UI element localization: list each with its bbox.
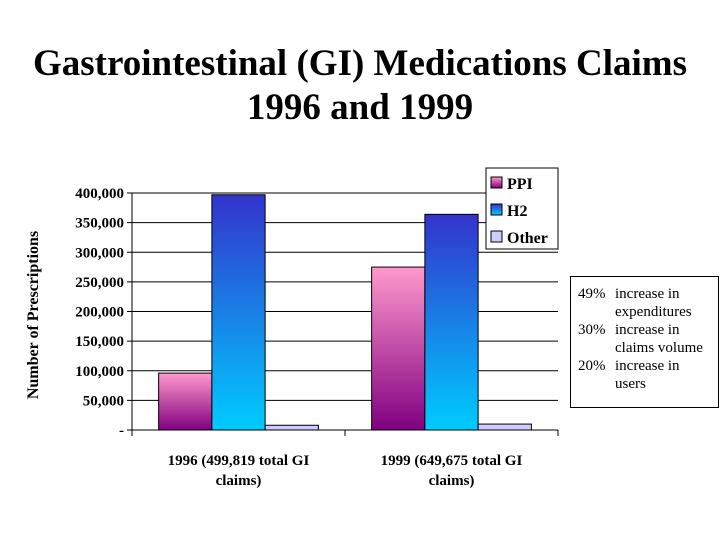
legend-label: Other xyxy=(507,230,548,247)
note-percent: 30% xyxy=(578,322,606,338)
x-category-label: claims) xyxy=(429,473,475,489)
note-text: users xyxy=(615,376,646,392)
note-percent: 20% xyxy=(578,358,606,374)
note-text: expenditures xyxy=(615,304,692,320)
note-text: increase in xyxy=(615,358,680,374)
summary-note-box: 49% increase in expenditures 30% increase… xyxy=(570,276,719,408)
y-tick-label: 200,000 xyxy=(75,305,124,321)
legend-label: H2 xyxy=(507,203,527,220)
title-line-2: 1996 and 1999 xyxy=(246,87,474,128)
note-row: 49% increase in expenditures xyxy=(578,285,718,321)
legend: PPI H2 Other xyxy=(485,167,559,250)
chart-title: Gastrointestinal (GI) Medications Claims… xyxy=(0,42,720,130)
x-category-label: 1999 (649,675 total GI xyxy=(381,453,523,469)
y-tick-label: 300,000 xyxy=(75,245,124,261)
bar-ppi-0 xyxy=(158,372,213,431)
note-text: claims volume xyxy=(615,340,703,356)
legend-swatch-ppi xyxy=(490,176,503,189)
legend-swatch-other xyxy=(490,230,503,243)
x-category-label: claims) xyxy=(216,473,262,489)
note-text: increase in xyxy=(615,322,680,338)
bar-other-0 xyxy=(264,424,319,431)
note-row: 30% increase in claims volume xyxy=(578,321,718,357)
y-tick-label: 400,000 xyxy=(75,186,124,202)
bar-ppi-1 xyxy=(371,266,426,431)
y-tick-label: 350,000 xyxy=(75,216,124,232)
y-tick-label: 50,000 xyxy=(83,393,124,409)
bar-other-1 xyxy=(477,423,532,431)
y-tick-label: 100,000 xyxy=(75,364,124,380)
y-tick-label: 250,000 xyxy=(75,275,124,291)
y-tick-label: 150,000 xyxy=(75,334,124,350)
x-category-label: 1996 (499,819 total GI xyxy=(168,453,310,469)
bar-h2-0 xyxy=(211,194,266,431)
note-row: 20% increase in users xyxy=(578,357,718,393)
title-line-1: Gastrointestinal (GI) Medications Claims xyxy=(33,43,687,84)
bar-h2-1 xyxy=(424,213,479,431)
note-text: increase in xyxy=(615,286,680,302)
y-tick-label: - xyxy=(119,423,124,439)
note-percent: 49% xyxy=(578,286,606,302)
legend-swatch-h2 xyxy=(490,203,503,216)
legend-label: PPI xyxy=(507,176,533,193)
